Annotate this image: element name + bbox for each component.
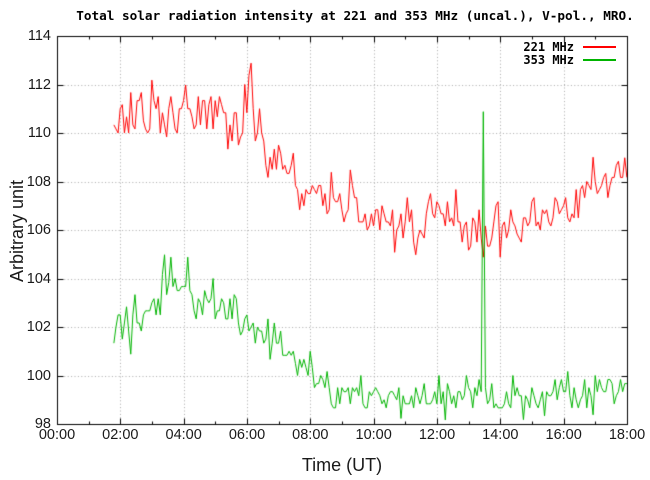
x-tick-label: 02:00	[102, 427, 139, 443]
x-tick-label: 18:00	[608, 427, 646, 443]
y-tick-label: 106	[26, 222, 51, 238]
x-tick-label: 14:00	[482, 427, 519, 443]
y-tick-label: 100	[26, 367, 51, 384]
x-tick-label: 08:00	[292, 427, 329, 443]
legend: 221 MHz 353 MHz	[480, 40, 616, 67]
chart-title: Total solar radiation intensity at 221 a…	[76, 8, 634, 23]
legend-label-353mhz: 353 MHz	[523, 52, 574, 67]
legend-line-sample-353mhz	[583, 58, 616, 61]
x-tick-label: 04:00	[165, 427, 202, 443]
y-tick-label: 104	[26, 270, 51, 287]
y-tick-label: 110	[27, 125, 51, 141]
x-tick-label: 00:00	[38, 427, 76, 443]
x-tick-label: 06:00	[228, 427, 266, 443]
y-tick-label: 108	[26, 173, 51, 190]
x-tick-label: 16:00	[545, 427, 582, 443]
y-tick-label: 102	[26, 319, 51, 335]
legend-label-221mhz: 221 MHz	[523, 40, 574, 55]
x-tick-label: 10:00	[355, 427, 392, 443]
x-tick-label: 12:00	[418, 427, 456, 443]
y-tick-label: 98	[34, 416, 51, 432]
legend-line-sample-221mhz	[583, 46, 616, 49]
x-axis-label: Time (UT)	[301, 455, 383, 475]
legend-entry-353mhz: 353 MHz	[480, 52, 616, 67]
y-tick-label: 114	[27, 28, 51, 44]
legend-entry-221mhz: 221 MHz	[480, 40, 616, 55]
y-tick-label: 112	[27, 76, 51, 93]
